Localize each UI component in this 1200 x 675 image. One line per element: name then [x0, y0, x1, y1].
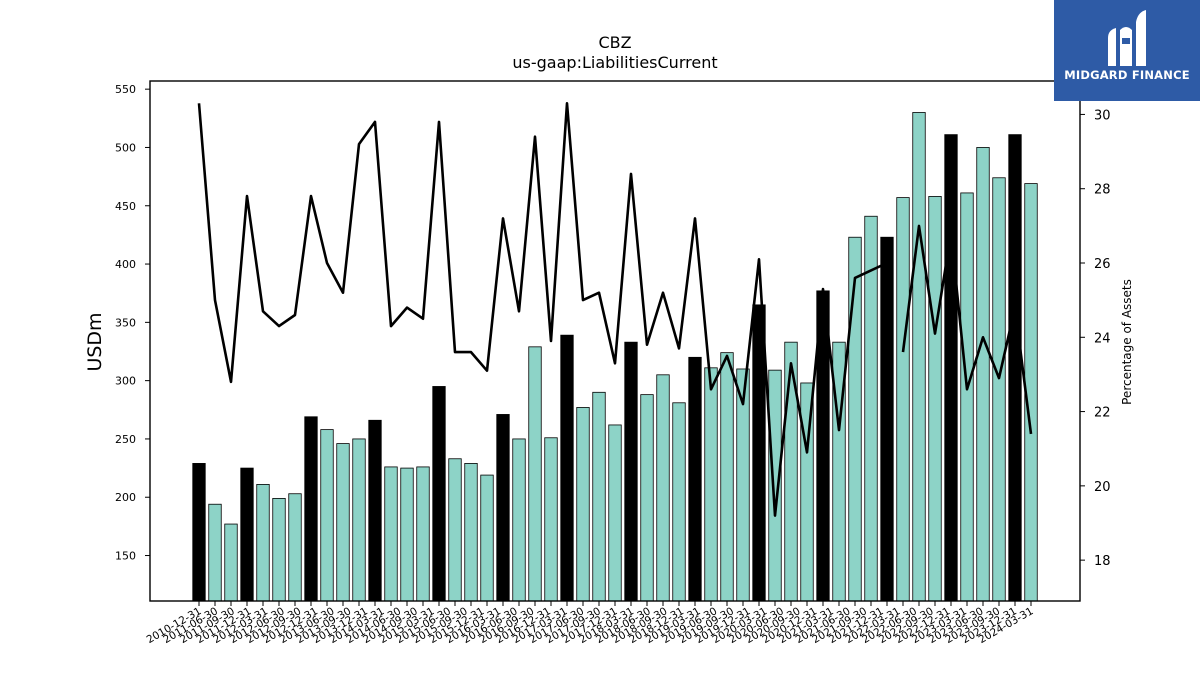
bar	[560, 334, 574, 602]
y-tick-label: 150	[115, 550, 136, 563]
line-layer	[197, 102, 1033, 517]
bar	[576, 407, 590, 602]
bar	[864, 215, 878, 602]
bar	[960, 192, 974, 602]
bar	[944, 134, 958, 602]
bar	[912, 112, 926, 602]
bar	[672, 402, 686, 602]
bar	[464, 463, 478, 602]
bar	[880, 236, 894, 602]
y-tick-label: 450	[115, 200, 136, 213]
bar	[512, 438, 526, 602]
bar	[896, 197, 910, 602]
y-tick-label: 400	[115, 258, 136, 271]
bar	[544, 437, 558, 602]
bar	[608, 424, 622, 602]
series-line	[901, 224, 1033, 435]
brand-logo-text: MIDGARD FINANCE	[1064, 68, 1190, 82]
y-tick-label: 500	[115, 141, 136, 154]
bar	[592, 391, 606, 602]
y-tick-label: 250	[115, 433, 136, 446]
series-line	[197, 102, 888, 517]
bar	[704, 367, 718, 602]
bar	[992, 177, 1006, 602]
y-axis-label: USDm	[84, 312, 106, 371]
bar	[256, 484, 270, 602]
y2-tick-label: 24	[1094, 331, 1111, 346]
bar	[240, 467, 254, 602]
bar	[336, 443, 350, 602]
bar	[928, 196, 942, 602]
bar	[432, 386, 446, 602]
bar	[656, 374, 670, 602]
bar	[208, 503, 222, 602]
chart-subtitle: us-gaap:LiabilitiesCurrent	[512, 53, 717, 72]
bar	[688, 356, 702, 602]
y-tick-label: 300	[115, 375, 136, 388]
bar	[496, 414, 510, 602]
bar	[416, 466, 430, 602]
bar	[272, 497, 286, 602]
axes-layer: 150 200 250 300 350 400 450 500 550 18 20 22 24 26 28 3…	[115, 80, 1111, 646]
bar	[320, 429, 334, 602]
bar	[720, 352, 734, 602]
brand-logo: MIDGARD FINANCE	[1054, 0, 1200, 101]
bar	[288, 493, 302, 602]
y2-tick-label: 30	[1094, 108, 1111, 123]
y2-tick-label: 22	[1094, 406, 1111, 421]
bar	[384, 466, 398, 602]
y2-tick-label: 26	[1094, 257, 1111, 272]
bar	[368, 419, 382, 602]
bar	[528, 346, 542, 602]
y2-tick-label: 18	[1094, 554, 1111, 569]
chart-title: CBZ	[598, 33, 631, 52]
midgard-logo-icon	[1108, 10, 1146, 66]
y-tick-label: 350	[115, 316, 136, 329]
bar	[1008, 134, 1022, 602]
bar	[400, 467, 414, 602]
bar	[304, 416, 318, 602]
bar	[224, 523, 238, 602]
y2-tick-label: 20	[1094, 480, 1111, 495]
bar	[848, 236, 862, 602]
y2-axis-label: Percentage of Assets	[1120, 279, 1134, 405]
bar	[640, 394, 654, 602]
y-tick-label: 200	[115, 491, 136, 504]
bar	[448, 458, 462, 602]
y-tick-label: 550	[115, 83, 136, 96]
bar	[352, 438, 366, 602]
y2-tick-label: 28	[1094, 183, 1111, 198]
bar	[624, 341, 638, 602]
bar	[192, 463, 206, 602]
bar	[976, 147, 990, 602]
bar	[480, 474, 494, 602]
